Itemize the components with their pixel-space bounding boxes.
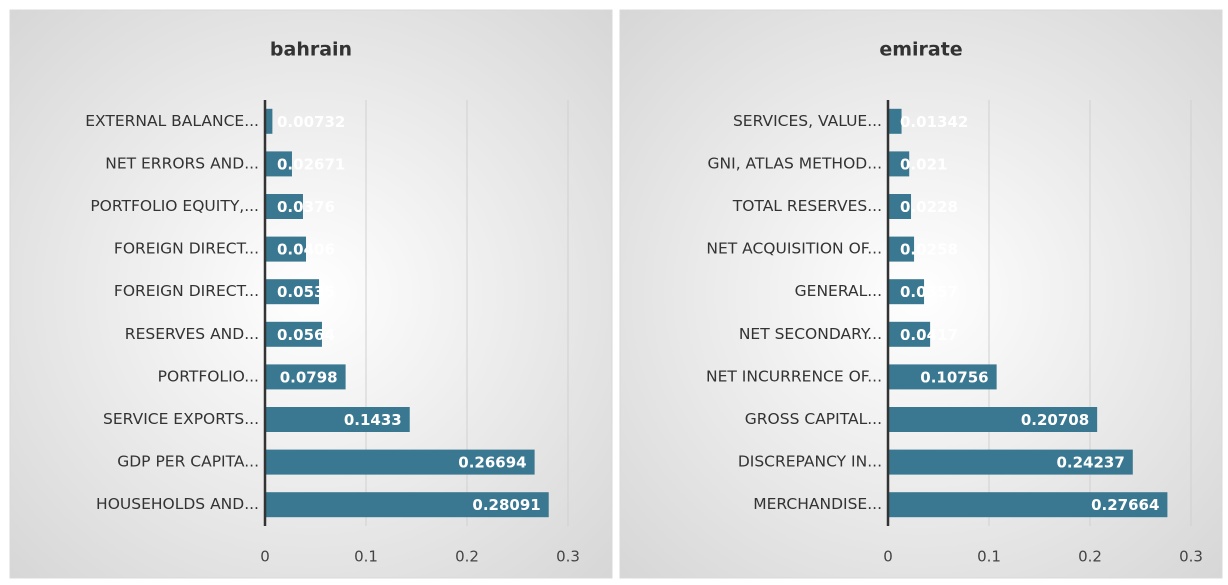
data-label: 0.20708	[1021, 411, 1089, 429]
y-tick-label: FOREIGN DIRECT...	[114, 240, 259, 258]
bar	[265, 108, 273, 134]
x-tick-label: 0.2	[1078, 548, 1102, 566]
bar	[265, 449, 535, 475]
chart-panel: emirate 0 0.1 0.2 0.3 SERVICES, VALUE... 0.013…	[619, 9, 1223, 579]
data-label: 0.0376	[277, 198, 335, 216]
bar	[265, 151, 292, 177]
bar	[888, 279, 925, 305]
y-tick-label: HOUSEHOLDS AND...	[96, 495, 259, 513]
data-label: 0.0535	[277, 283, 335, 301]
bar	[888, 364, 997, 390]
y-tick-label: NET ACQUISITION OF...	[706, 240, 882, 258]
bar	[888, 321, 931, 347]
y-tick-label: NET ERRORS AND...	[105, 154, 259, 172]
data-label: 0.01342	[900, 113, 968, 131]
data-label: 0.26694	[458, 454, 526, 472]
y-tick-label: FOREIGN DIRECT...	[114, 282, 259, 300]
y-tick-label: NET SECONDARY...	[739, 325, 882, 343]
bar	[265, 321, 322, 347]
y-tick-label: RESERVES AND...	[125, 325, 259, 343]
data-label: 0.24237	[1056, 454, 1124, 472]
y-tick-label: SERVICES, VALUE...	[733, 112, 882, 130]
x-tick-label: 0.1	[977, 548, 1001, 566]
bar	[265, 492, 549, 518]
y-tick-label: TOTAL RESERVES...	[732, 197, 882, 215]
x-tick-label: 0.3	[1179, 548, 1203, 566]
y-tick-label: NET INCURRENCE OF...	[706, 367, 882, 385]
bar	[888, 108, 902, 134]
y-tick-label: PORTFOLIO EQUITY,...	[90, 197, 259, 215]
x-tick-label: 0.2	[455, 548, 479, 566]
y-tick-label: GENERAL...	[795, 282, 882, 300]
y-tick-label: SERVICE EXPORTS...	[103, 410, 259, 428]
bar	[888, 194, 912, 219]
data-label: 0.28091	[472, 496, 540, 514]
chart-panel: bahrain 0 0.1 0.2 0.3 EXTERNAL BALANCE... 0.00…	[9, 9, 613, 579]
bar	[265, 236, 307, 262]
y-tick-label: GDP PER CAPITA...	[117, 453, 259, 471]
data-label: 0.0228	[900, 198, 958, 216]
data-label: 0.10756	[920, 368, 988, 386]
data-label: 0.021	[900, 155, 947, 173]
bar	[265, 279, 320, 305]
data-label: 0.0406	[277, 241, 335, 259]
data-label: 0.0798	[280, 368, 338, 386]
data-label: 0.1433	[344, 411, 402, 429]
data-label: 0.00732	[277, 113, 345, 131]
data-label: 0.0417	[900, 326, 958, 344]
bar	[888, 236, 915, 262]
bar	[888, 449, 1133, 475]
y-tick-label: GNI, ATLAS METHOD...	[708, 154, 882, 172]
y-tick-label: PORTFOLIO...	[158, 367, 259, 385]
y-tick-label: GROSS CAPITAL...	[745, 410, 882, 428]
bar	[265, 407, 410, 432]
chart-title: bahrain	[270, 39, 352, 61]
chart-title: emirate	[879, 39, 962, 61]
y-tick-label: DISCREPANCY IN...	[738, 453, 882, 471]
data-label: 0.0564	[277, 326, 335, 344]
bar	[888, 407, 1098, 432]
x-tick-label: 0	[260, 548, 270, 566]
bar	[888, 151, 910, 177]
data-label: 0.02671	[277, 155, 345, 173]
x-tick-label: 0.3	[556, 548, 580, 566]
data-label: 0.0258	[900, 241, 958, 259]
y-tick-label: MERCHANDISE...	[753, 495, 882, 513]
x-tick-label: 0.1	[354, 548, 378, 566]
bar	[265, 194, 303, 219]
data-label: 0.0357	[900, 283, 958, 301]
y-tick-label: EXTERNAL BALANCE...	[85, 112, 259, 130]
bar	[888, 492, 1168, 518]
bar	[265, 364, 346, 390]
data-label: 0.27664	[1091, 496, 1159, 514]
x-tick-label: 0	[883, 548, 893, 566]
